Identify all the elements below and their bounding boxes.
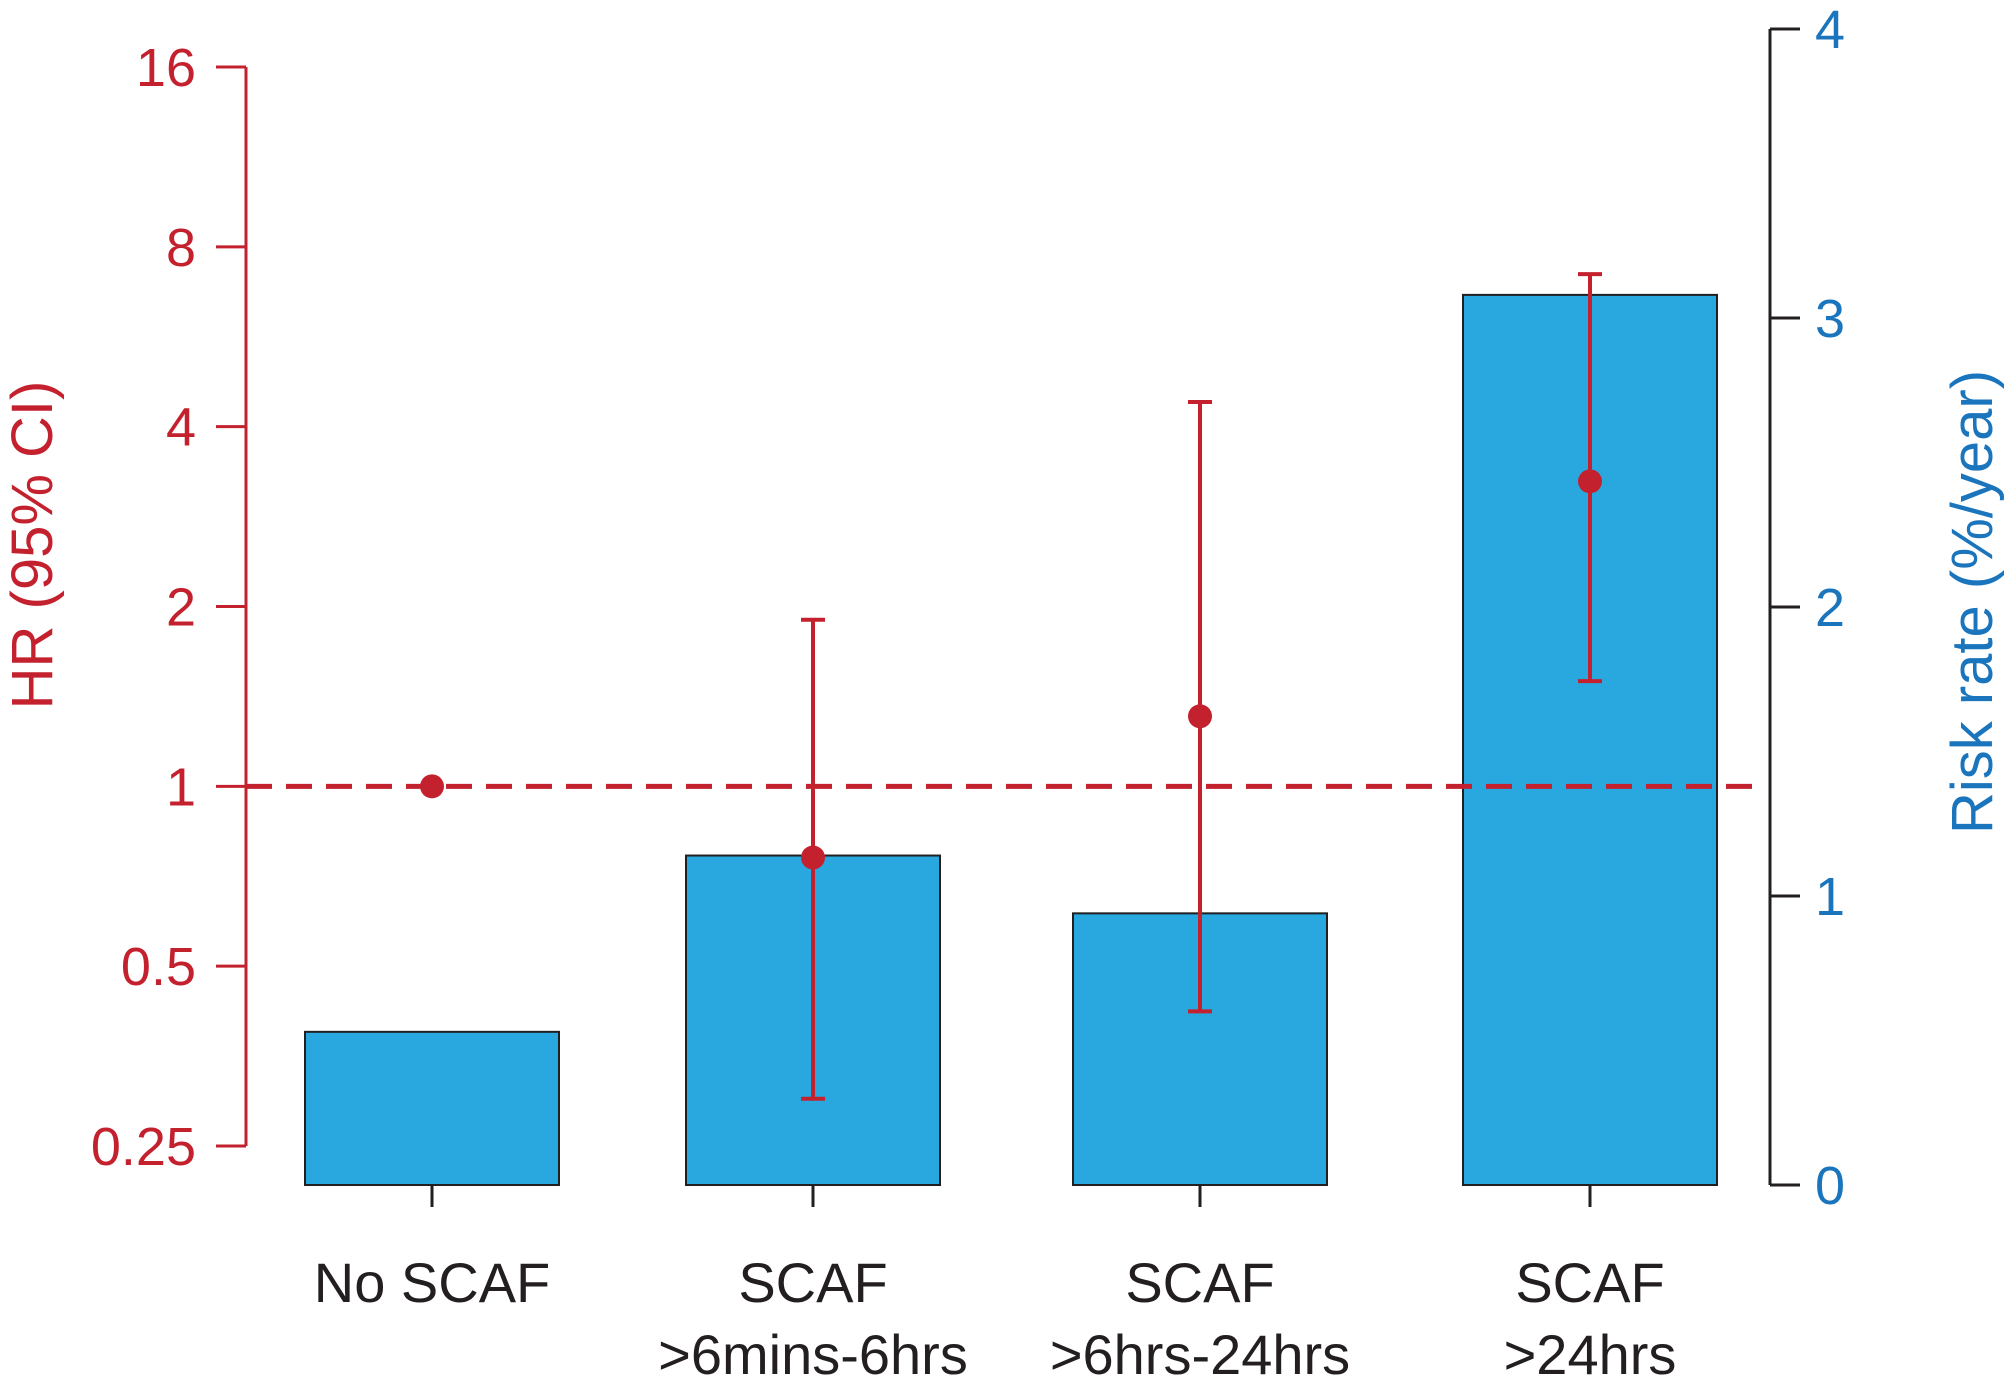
category-label-line: No SCAF [314, 1251, 551, 1314]
right-axis-tick-label: 4 [1815, 0, 1845, 60]
left-axis-tick-label: 1 [166, 757, 196, 817]
hazard-ratio-point [420, 774, 444, 799]
left-axis-tick-label: 0.5 [121, 937, 196, 997]
category-label: SCAF >6hrs-24hrs [1050, 1251, 1350, 1383]
category-label-line: SCAF [1125, 1251, 1274, 1314]
category-label-line: >6mins-6hrs [658, 1323, 968, 1383]
category-label-line: SCAF [1515, 1251, 1664, 1314]
category-label-line: >6hrs-24hrs [1050, 1323, 1350, 1383]
error-bars-layer [420, 272, 1602, 1101]
hazard-ratio-point [1578, 469, 1602, 494]
category-label: No SCAF [314, 1251, 551, 1314]
axes-layer [216, 27, 1800, 1207]
category-label: SCAF >6mins-6hrs [658, 1251, 968, 1383]
left-axis-tick-label: 4 [166, 398, 196, 458]
left-axis-tick-label: 2 [166, 578, 196, 638]
right-axis-tick-label: 1 [1815, 867, 1845, 927]
category-label-line: >24hrs [1504, 1323, 1677, 1383]
left-axis-tick-label: 16 [136, 38, 196, 98]
category-label: SCAF >24hrs [1504, 1251, 1677, 1383]
category-label-line: SCAF [738, 1251, 887, 1314]
hazard-ratio-point [801, 845, 825, 870]
hazard-ratio-point [1188, 704, 1212, 729]
left-axis-tick-label: 0.25 [91, 1117, 196, 1177]
risk-rate-bar [304, 1030, 560, 1186]
right-axis-tick-label: 0 [1815, 1156, 1845, 1216]
right-axis-tick-label: 2 [1815, 578, 1845, 638]
bars-layer [304, 293, 1718, 1187]
left-axis-title: HR (95% CI) [0, 381, 65, 710]
left-axis-tick-label: 8 [166, 218, 196, 278]
right-axis-title: Risk rate (%/year) [1940, 370, 2005, 834]
right-axis-tick-label: 3 [1815, 289, 1845, 349]
